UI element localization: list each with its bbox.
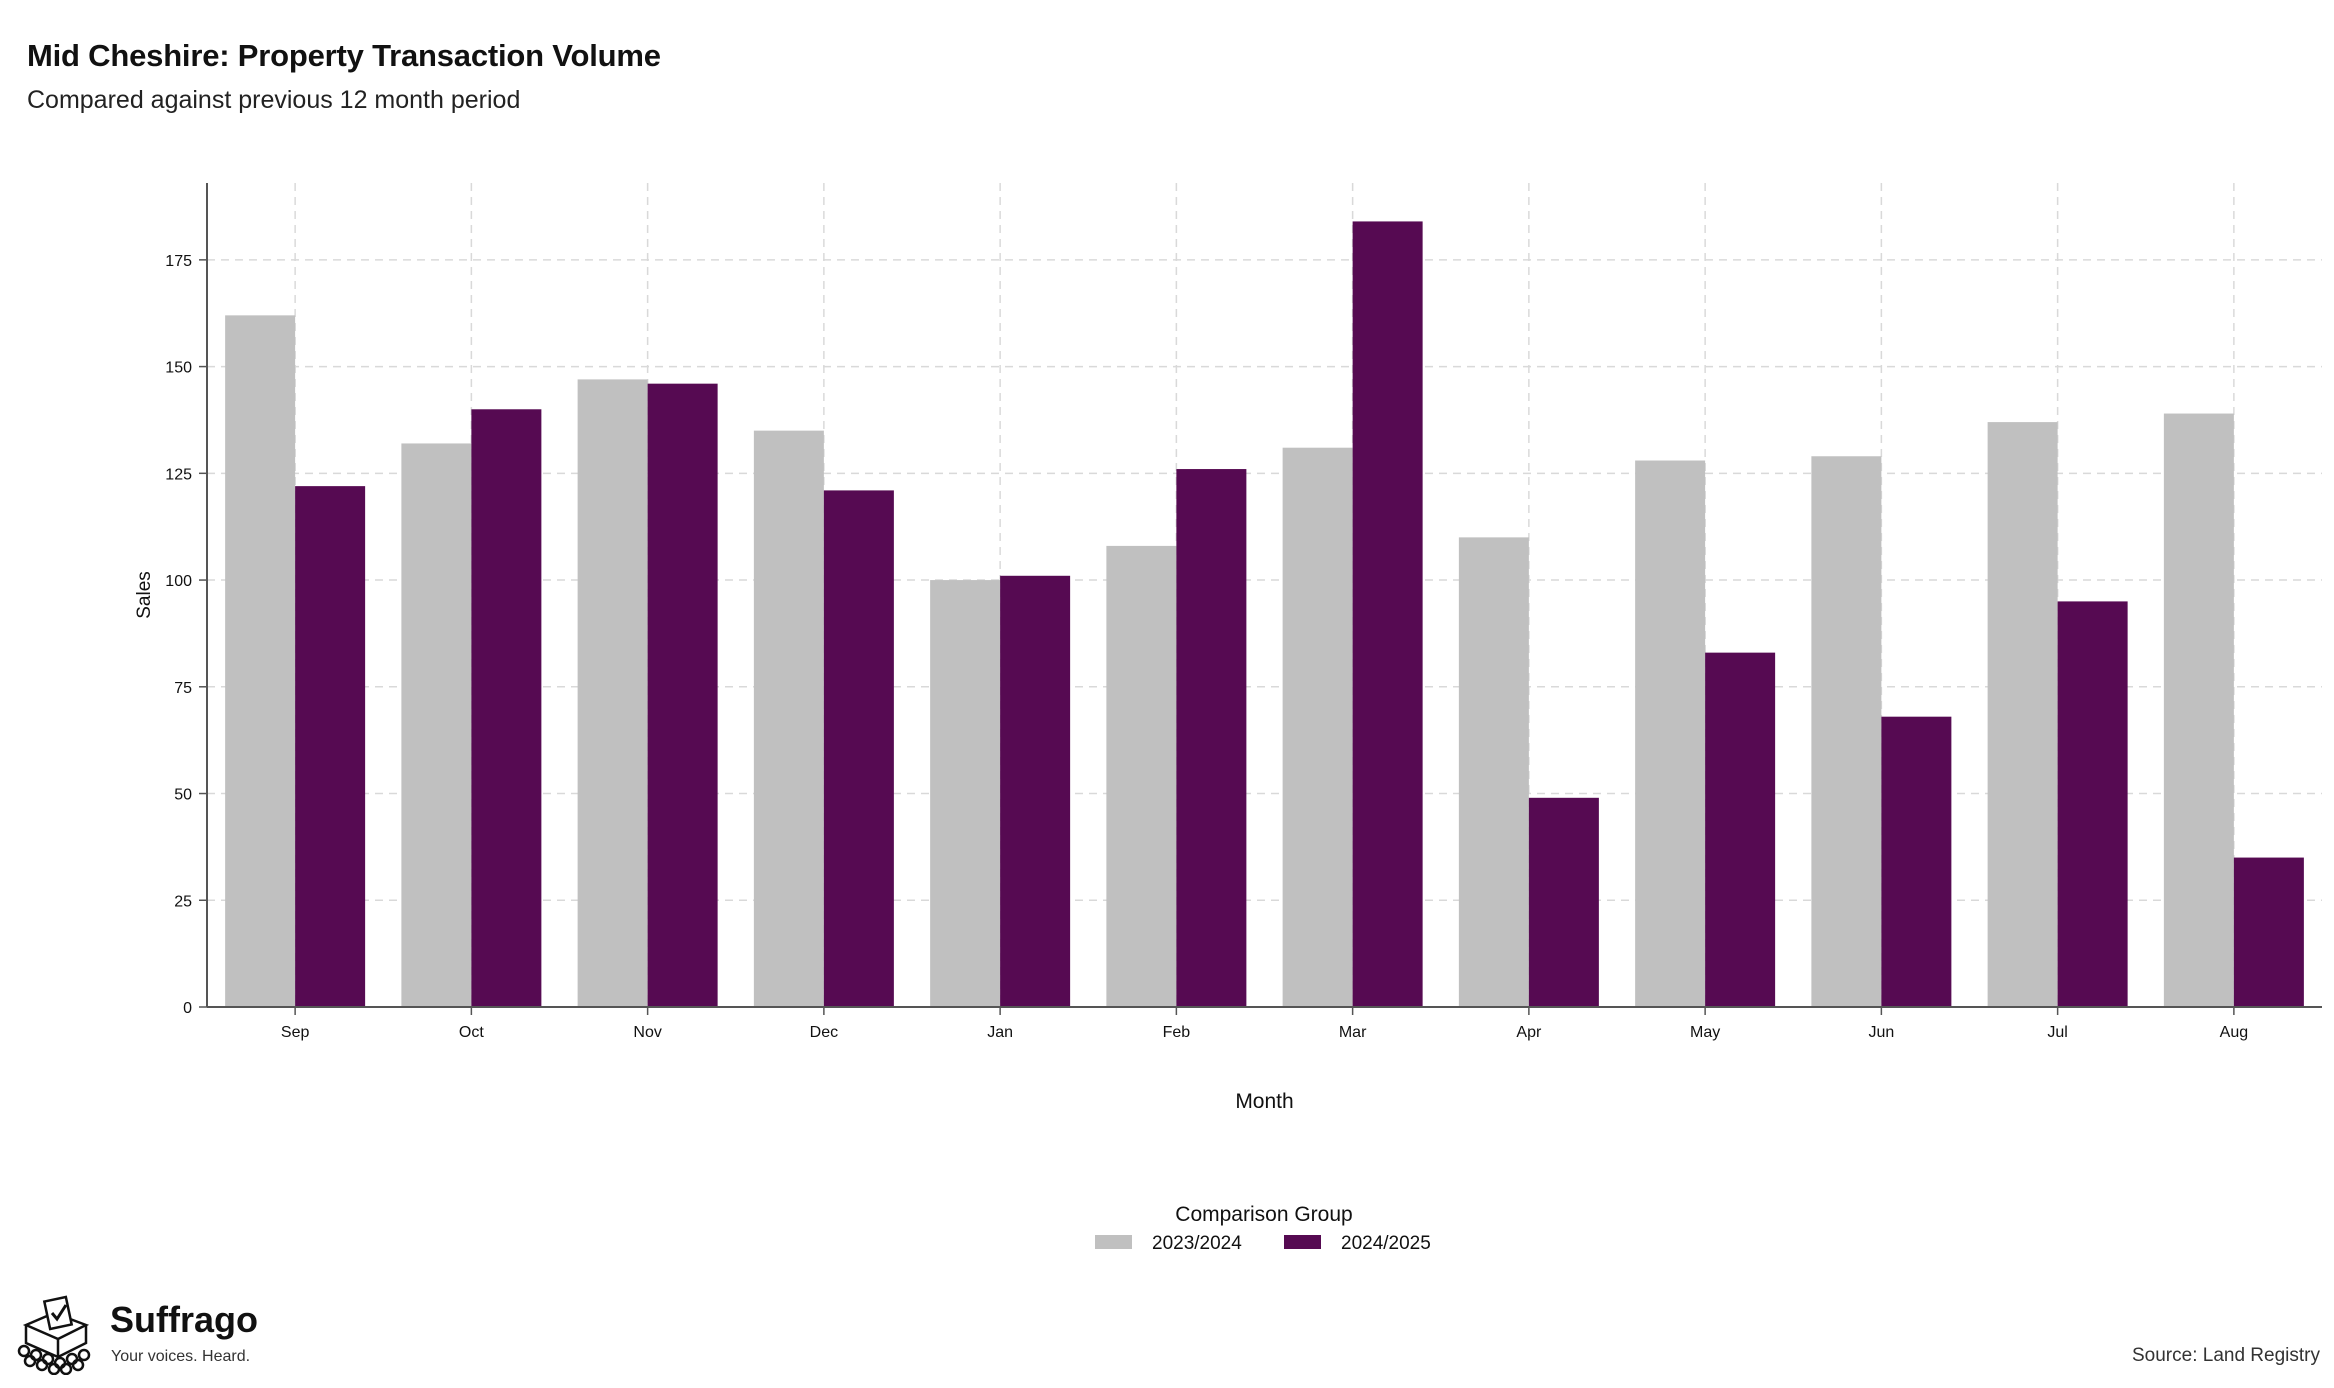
bar bbox=[1352, 221, 1423, 1007]
bar bbox=[930, 580, 1001, 1007]
y-tick-label: 75 bbox=[174, 680, 192, 697]
legend-title: Comparison Group bbox=[1175, 1203, 1352, 1226]
bar bbox=[753, 430, 824, 1007]
x-tick-label: Jan bbox=[987, 1024, 1013, 1041]
ballot-box-logo-icon bbox=[17, 1295, 91, 1375]
bar bbox=[2057, 601, 2128, 1007]
x-tick-label: Mar bbox=[1339, 1024, 1367, 1041]
legend-swatch bbox=[1284, 1235, 1321, 1249]
x-tick-label: Jun bbox=[1868, 1024, 1894, 1041]
chart-title: Mid Cheshire: Property Transaction Volum… bbox=[27, 38, 661, 73]
bar bbox=[577, 379, 648, 1007]
x-tick-label: Aug bbox=[2220, 1024, 2248, 1041]
bar bbox=[1987, 422, 2058, 1007]
bars bbox=[225, 221, 2304, 1008]
bar bbox=[225, 315, 296, 1008]
x-tick-label: Jul bbox=[2047, 1024, 2067, 1041]
bar bbox=[823, 490, 894, 1008]
bar bbox=[1282, 447, 1353, 1007]
chart-subtitle: Compared against previous 12 month perio… bbox=[27, 86, 521, 114]
x-tick-label: Nov bbox=[633, 1024, 661, 1041]
legend-label: 2023/2024 bbox=[1152, 1233, 1242, 1254]
bar bbox=[2233, 857, 2304, 1007]
x-tick-label: Sep bbox=[281, 1024, 310, 1041]
y-tick-label: 175 bbox=[165, 253, 192, 270]
legend: Comparison Group 2023/2024 2024/2025 bbox=[1095, 1203, 1431, 1254]
bar bbox=[1106, 545, 1177, 1007]
y-tick-label: 100 bbox=[165, 573, 192, 590]
bar bbox=[471, 409, 542, 1007]
bar bbox=[295, 486, 366, 1008]
x-tick-label: Apr bbox=[1516, 1024, 1542, 1041]
legend-swatch bbox=[1095, 1235, 1132, 1249]
source-note: Source: Land Registry bbox=[2132, 1345, 2320, 1366]
bar bbox=[2163, 413, 2234, 1008]
x-tick-label: Dec bbox=[810, 1024, 838, 1041]
x-axis-title: Month bbox=[1235, 1090, 1293, 1113]
y-tick-label: 25 bbox=[174, 893, 192, 910]
bar bbox=[1528, 797, 1599, 1007]
x-tick-label: Feb bbox=[1163, 1024, 1191, 1041]
y-axis-title: Sales bbox=[134, 571, 155, 619]
axes: 0 25 50 75 100 125 150 175 Sep Oct Nov Dec Jan Feb Mar… bbox=[134, 183, 2322, 1113]
bar bbox=[1705, 652, 1776, 1007]
brand-tagline: Your voices. Heard. bbox=[111, 1348, 251, 1365]
bar bbox=[647, 383, 718, 1007]
bar bbox=[1000, 575, 1071, 1007]
bar bbox=[1811, 456, 1882, 1007]
x-tick-label: Oct bbox=[459, 1024, 484, 1041]
bar bbox=[1458, 537, 1529, 1007]
bar bbox=[1635, 460, 1706, 1007]
y-tick-label: 125 bbox=[165, 466, 192, 483]
bar bbox=[401, 443, 472, 1007]
bar bbox=[1881, 716, 1952, 1007]
y-tick-label: 150 bbox=[165, 360, 192, 377]
y-tick-label: 50 bbox=[174, 787, 192, 804]
brand-name: Suffrago bbox=[110, 1299, 258, 1340]
bar bbox=[1176, 469, 1247, 1007]
y-tick-label: 0 bbox=[183, 1000, 192, 1017]
x-tick-label: May bbox=[1690, 1024, 1720, 1041]
legend-label: 2024/2025 bbox=[1341, 1233, 1431, 1254]
